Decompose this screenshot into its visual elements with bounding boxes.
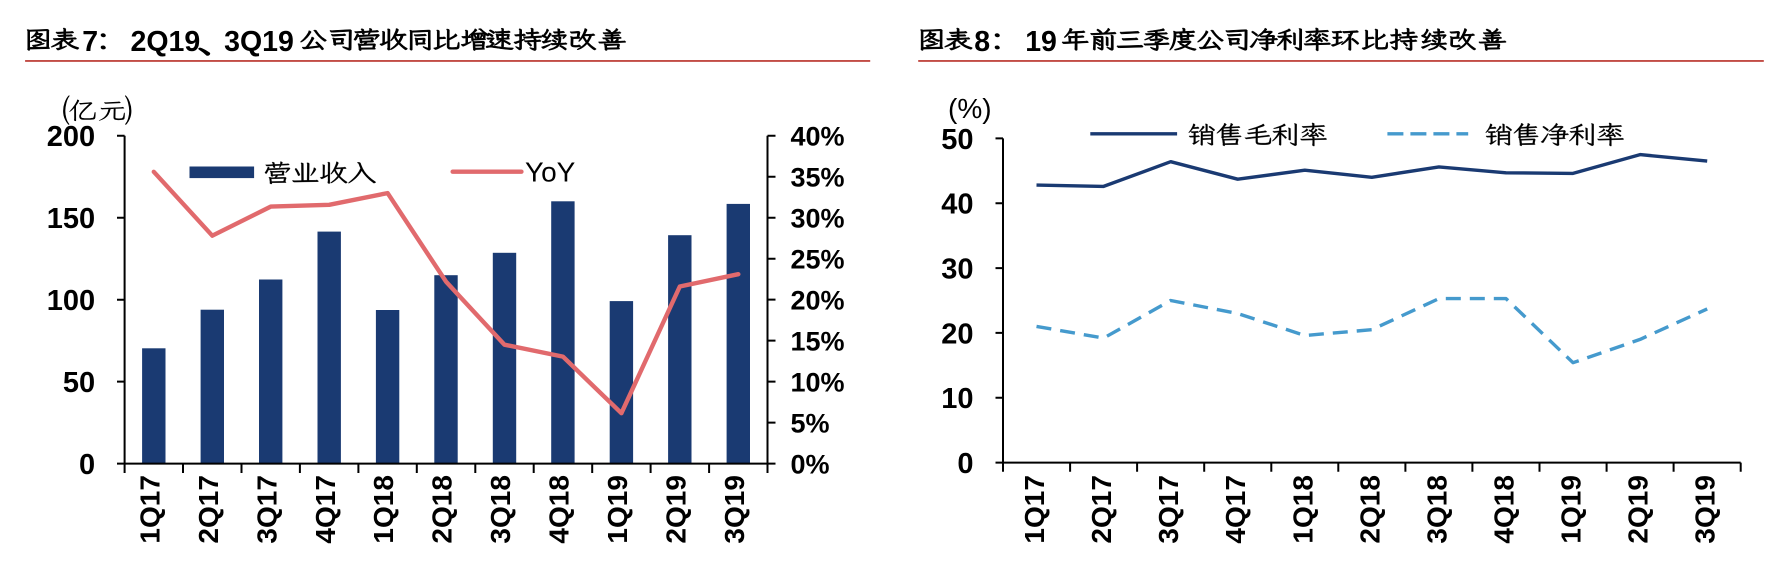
svg-text:2Q18: 2Q18 (1354, 475, 1385, 544)
svg-text:1Q19: 1Q19 (602, 475, 633, 544)
svg-text:40%: 40% (791, 122, 845, 152)
svg-text:4Q18: 4Q18 (544, 475, 575, 544)
svg-text:30: 30 (941, 253, 973, 285)
svg-text:3Q17: 3Q17 (251, 475, 282, 544)
svg-text:2Q19: 2Q19 (660, 475, 691, 544)
svg-text:3Q17: 3Q17 (1153, 475, 1184, 544)
svg-text:1Q17: 1Q17 (134, 475, 165, 544)
svg-text:2Q17: 2Q17 (1086, 475, 1117, 544)
svg-text:19: 19 (1025, 26, 1057, 58)
svg-text:30%: 30% (791, 203, 845, 233)
svg-text:(%): (%) (948, 93, 992, 124)
svg-text:1Q19: 1Q19 (1556, 475, 1587, 544)
svg-text:3Q19: 3Q19 (719, 475, 750, 544)
svg-text:10: 10 (941, 383, 973, 415)
svg-text:25%: 25% (791, 244, 845, 274)
svg-text:10%: 10% (791, 367, 845, 397)
svg-text:4Q17: 4Q17 (310, 475, 341, 544)
svg-text:20: 20 (941, 318, 973, 350)
svg-text:35%: 35% (791, 162, 845, 192)
svg-text:0: 0 (957, 448, 973, 480)
svg-text:50: 50 (63, 367, 95, 399)
svg-text:50: 50 (941, 124, 973, 156)
svg-text:3Q19: 3Q19 (1690, 475, 1721, 544)
svg-text:1Q18: 1Q18 (1287, 475, 1318, 544)
svg-text:3Q18: 3Q18 (1421, 475, 1452, 544)
svg-text:15%: 15% (791, 326, 845, 356)
svg-text:0: 0 (79, 449, 95, 481)
svg-text:5%: 5% (791, 408, 830, 438)
svg-text:20%: 20% (791, 285, 845, 315)
svg-text:2Q17: 2Q17 (193, 475, 224, 544)
svg-text:3Q18: 3Q18 (485, 475, 516, 544)
svg-text:200: 200 (47, 121, 95, 153)
svg-text:1Q17: 1Q17 (1019, 475, 1050, 544)
svg-text:150: 150 (47, 203, 95, 235)
svg-text:3Q19: 3Q19 (224, 26, 294, 58)
svg-text:2Q19: 2Q19 (1623, 475, 1654, 544)
svg-text:4Q18: 4Q18 (1489, 475, 1520, 544)
svg-text:2Q19: 2Q19 (131, 26, 201, 58)
svg-text:40: 40 (941, 189, 973, 221)
svg-text:4Q17: 4Q17 (1220, 475, 1251, 544)
svg-text:100: 100 (47, 285, 95, 317)
svg-text:2Q18: 2Q18 (427, 475, 458, 544)
svg-text:7: 7 (82, 26, 98, 58)
svg-text:0%: 0% (791, 449, 830, 479)
svg-text:YoY: YoY (525, 157, 576, 188)
svg-text:1Q18: 1Q18 (368, 475, 399, 544)
svg-text:8: 8 (974, 26, 990, 58)
